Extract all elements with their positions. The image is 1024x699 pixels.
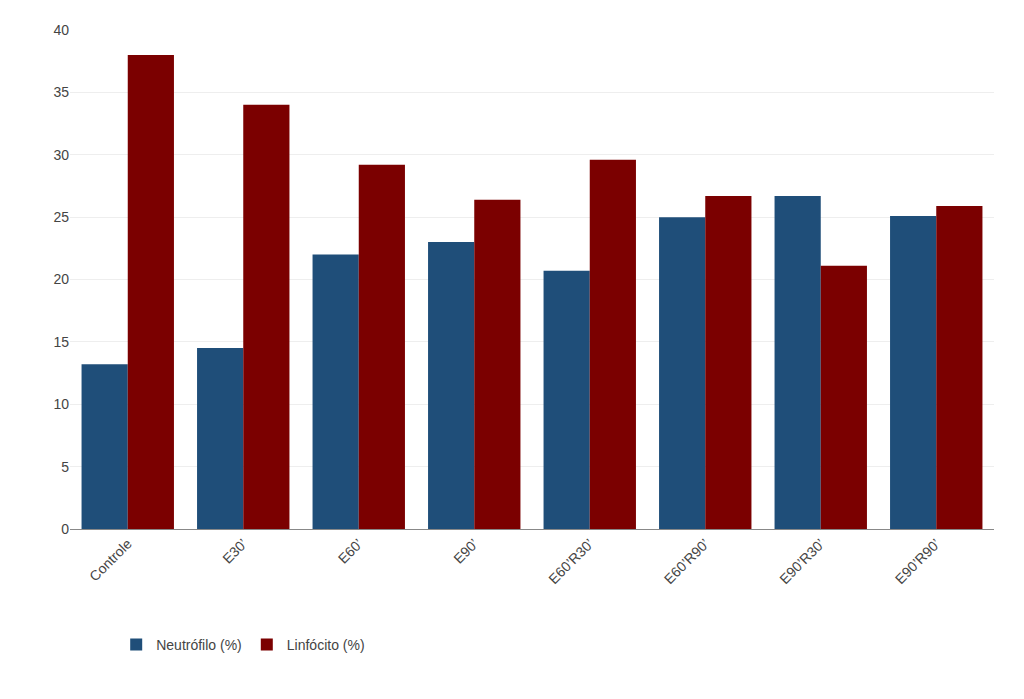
- svg-text:30: 30: [53, 147, 69, 163]
- svg-text:E90’R90’: E90’R90’: [892, 536, 943, 587]
- svg-text:E90’R30’: E90’R30’: [776, 536, 827, 587]
- svg-text:E90’: E90’: [450, 536, 481, 567]
- svg-text:Neutrófilo (%): Neutrófilo (%): [156, 637, 242, 653]
- svg-text:E60’: E60’: [335, 536, 366, 567]
- svg-text:E60’R30’: E60’R30’: [545, 536, 596, 587]
- svg-text:Linfócito (%): Linfócito (%): [287, 637, 365, 653]
- svg-text:15: 15: [53, 334, 69, 350]
- svg-text:E30’: E30’: [219, 536, 250, 567]
- svg-text:Controle: Controle: [86, 535, 135, 584]
- svg-text:25: 25: [53, 209, 69, 225]
- svg-text:40: 40: [53, 22, 69, 38]
- svg-text:E60’R90’: E60’R90’: [661, 536, 712, 587]
- svg-text:20: 20: [53, 271, 69, 287]
- svg-text:0: 0: [61, 521, 69, 537]
- svg-text:5: 5: [61, 459, 69, 475]
- svg-text:10: 10: [53, 396, 69, 412]
- svg-text:35: 35: [53, 84, 69, 100]
